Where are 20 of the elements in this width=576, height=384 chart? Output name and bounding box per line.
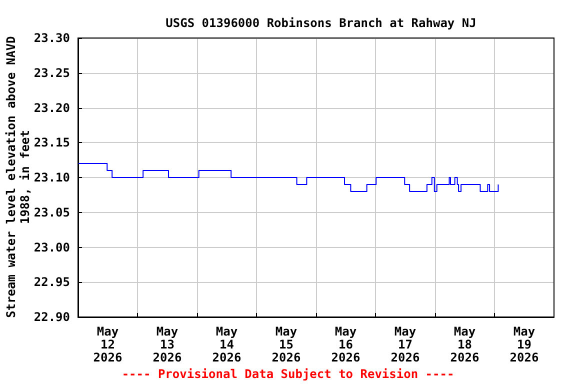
y-tick-label: 23.20 [34,100,70,115]
y-axis-title: Stream water level elevation above NAVD 1988, in feet [4,36,32,318]
chart-title: USGS 01396000 Robinsons Branch at Rahway NJ [166,16,476,30]
y-tick-label: 22.95 [34,275,70,290]
x-tick-label: May 16 2026 [331,324,360,364]
text: ---- Provisional Data Subject to Revision ---- [122,367,454,381]
y-tick-label: 23.25 [34,66,70,80]
x-tick-label: May 18 2026 [450,324,480,364]
y-tick-label: 23.10 [34,170,70,184]
x-tick-label: May 14 2026 [212,324,242,364]
x-tick-label: May 19 2026 [510,324,539,364]
x-tick-label: May 13 2026 [152,324,182,364]
y-tick-label: 23.05 [34,205,70,220]
y-tick-label: 23.30 [34,31,70,45]
x-tick-label: May 12 2026 [93,324,122,364]
y-tick-label: 23.00 [34,240,70,254]
x-tick-label: May 17 2026 [390,324,420,364]
x-tick-label: May 15 2026 [272,324,301,364]
y-tick-label: 22.90 [34,310,70,324]
y-tick-label: 23.15 [34,136,70,150]
